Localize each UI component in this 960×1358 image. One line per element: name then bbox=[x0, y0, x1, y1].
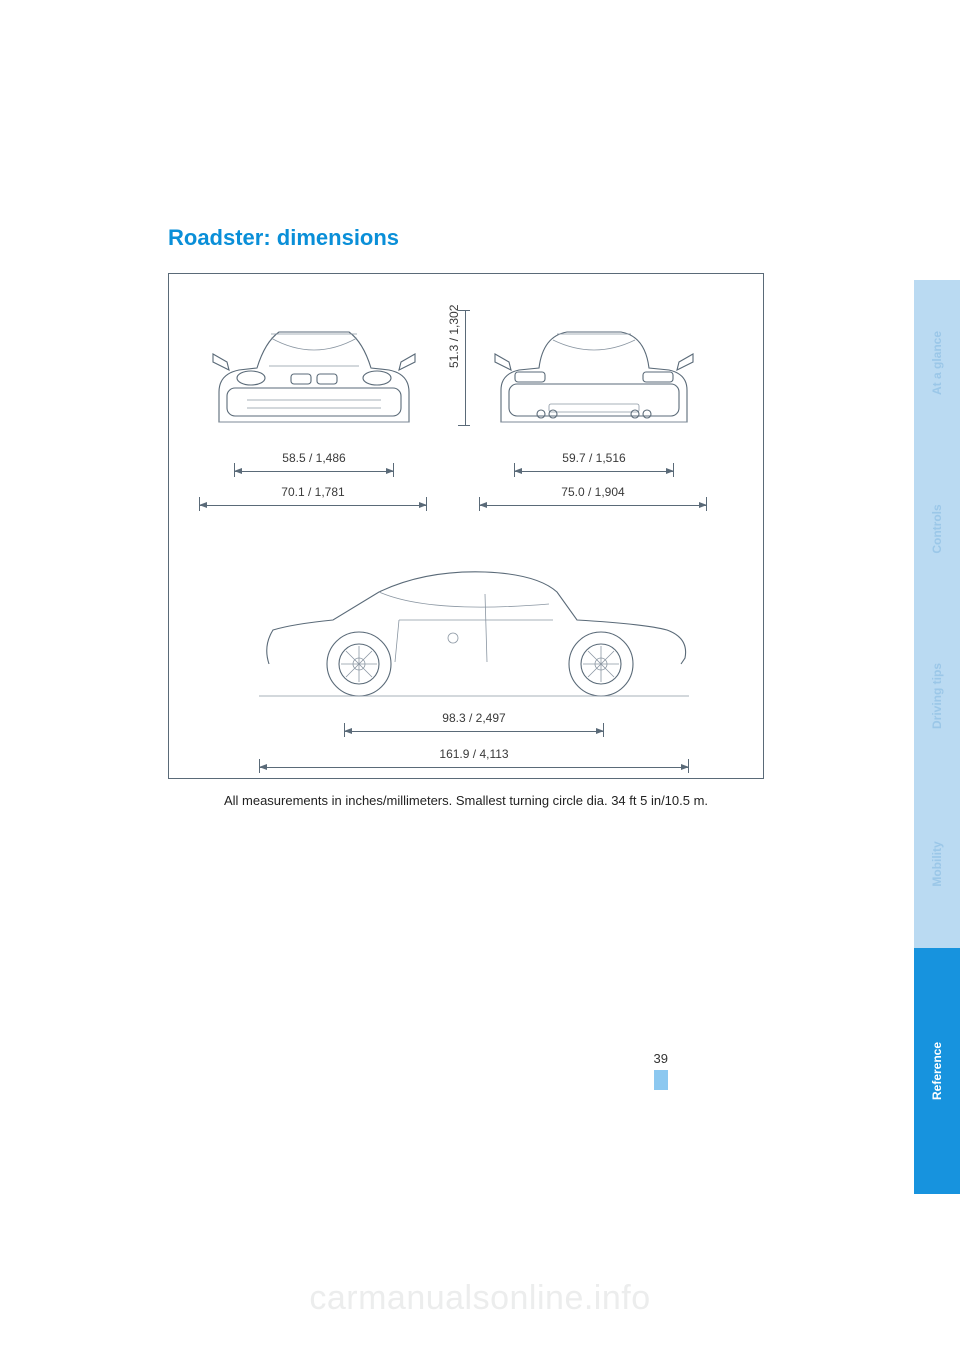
dim-front-width-label: 70.1 / 1,781 bbox=[281, 485, 344, 499]
dim-rear-width-label: 75.0 / 1,904 bbox=[561, 485, 624, 499]
section-tab-label: Driving tips bbox=[930, 663, 944, 729]
dim-wheelbase-label: 98.3 / 2,497 bbox=[442, 711, 505, 725]
section-tab-at-a-glance[interactable]: At a glance bbox=[914, 280, 960, 446]
section-tab-label: Mobility bbox=[930, 841, 944, 886]
dim-front-track-label: 58.5 / 1,486 bbox=[282, 451, 345, 465]
car-front-view: 58.5 / 1,486 70.1 / 1,781 bbox=[199, 292, 429, 515]
section-tab-mobility[interactable]: Mobility bbox=[914, 780, 960, 948]
watermark: carmanualsonline.info bbox=[0, 1279, 960, 1318]
page-number: 39 bbox=[628, 1051, 668, 1090]
dim-rear-track: 59.7 / 1,516 bbox=[514, 451, 674, 481]
section-tab-reference[interactable]: Reference bbox=[914, 948, 960, 1194]
dim-rear-width: 75.0 / 1,904 bbox=[479, 485, 707, 515]
page-title: Roadster: dimensions bbox=[168, 225, 888, 251]
section-tab-label: Controls bbox=[930, 504, 944, 553]
section-tab-label: At a glance bbox=[930, 331, 944, 395]
section-tab-driving-tips[interactable]: Driving tips bbox=[914, 612, 960, 780]
dim-wheelbase: 98.3 / 2,497 bbox=[344, 711, 604, 741]
manual-page: Roadster: dimensions 51.3 / 1,302 bbox=[168, 0, 888, 1200]
page-number-marker bbox=[654, 1070, 668, 1090]
section-tabs: At a glance Controls Driving tips Mobility R… bbox=[914, 280, 960, 1194]
section-tab-controls[interactable]: Controls bbox=[914, 446, 960, 612]
dim-length-label: 161.9 / 4,113 bbox=[439, 747, 508, 761]
dim-front-track: 58.5 / 1,486 bbox=[234, 451, 394, 481]
diagram-caption: All measurements in inches/millimeters. … bbox=[168, 793, 764, 808]
dim-length: 161.9 / 4,113 bbox=[259, 747, 689, 777]
car-rear-view: 59.7 / 1,516 75.0 / 1,904 bbox=[479, 292, 709, 515]
section-tab-label: Reference bbox=[930, 1042, 944, 1100]
car-side-view: 98.3 / 2,497 161.9 / 4,113 bbox=[249, 534, 699, 777]
dim-rear-track-label: 59.7 / 1,516 bbox=[562, 451, 625, 465]
dimensions-diagram: 51.3 / 1,302 bbox=[168, 273, 764, 779]
dim-front-width: 70.1 / 1,781 bbox=[199, 485, 427, 515]
